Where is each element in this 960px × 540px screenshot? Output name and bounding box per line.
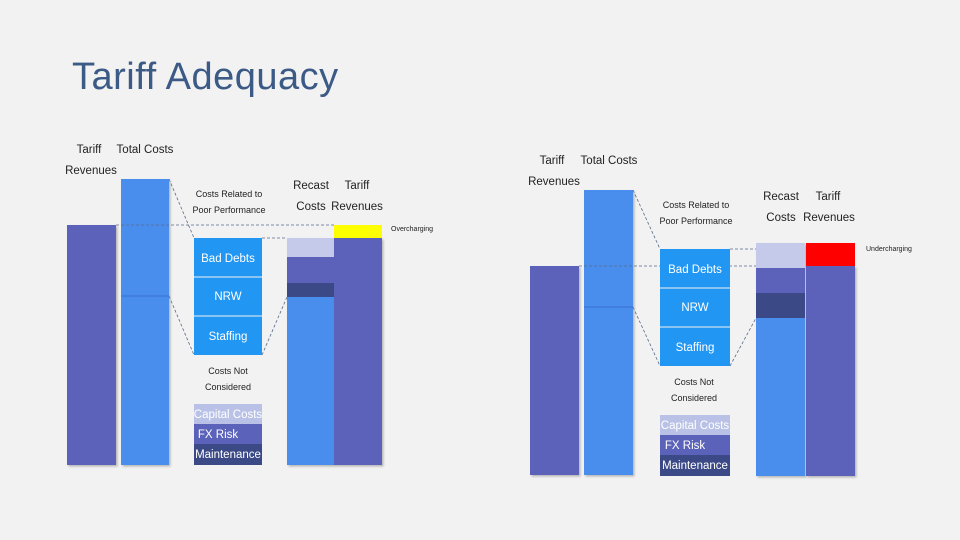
maintenance-box — [660, 455, 730, 476]
label-tariff-revenues: Tariff Revenues — [65, 144, 117, 177]
diagram-left: Tariff Revenues Total Costs Costs Related… — [65, 144, 433, 465]
fx-risk-label: FX Risk — [665, 440, 706, 452]
label-recast-costs: Recast Costs — [293, 180, 330, 213]
total-costs-bar — [121, 179, 169, 465]
capital-costs-label: Capital Costs — [194, 409, 263, 421]
label-tariff-revenues-2: Tariff Revenues — [331, 180, 383, 213]
costs-not-considered-label: Costs Not Considered — [205, 366, 251, 392]
poor-performance-box — [194, 238, 262, 355]
recast-costs-bar — [756, 243, 805, 476]
capital-costs-label: Capital Costs — [661, 420, 730, 432]
label-tariff-revenues-2: Tariff Revenues — [803, 191, 855, 224]
tariff-revenue-bar — [530, 266, 579, 475]
staffing-label: Staffing — [209, 331, 248, 343]
recast-costs-bar — [287, 238, 334, 465]
diagram-right: Tariff Revenues Total Costs Costs Related… — [528, 155, 912, 476]
poor-performance-box — [660, 249, 730, 366]
fx-risk-box — [660, 435, 730, 455]
connector-lines — [116, 178, 334, 356]
capital-costs-box — [660, 415, 730, 435]
maintenance-label: Maintenance — [662, 460, 728, 472]
nrw-label: NRW — [214, 291, 241, 303]
overcharging-label: Overcharging — [391, 226, 433, 233]
label-total-costs: Total Costs — [117, 144, 174, 156]
label-costs-related: Costs Related to Poor Performance — [659, 200, 732, 226]
tariff-revenue-bar — [67, 225, 116, 465]
fx-risk-box — [194, 424, 262, 444]
overcharging-segment — [334, 225, 382, 238]
maintenance-label: Maintenance — [195, 449, 261, 461]
capital-costs-box — [194, 404, 262, 424]
tariff-revenues-bar-2 — [806, 266, 855, 476]
costs-not-considered-label: Costs Not Considered — [671, 377, 717, 403]
undercharging-segment — [806, 243, 855, 266]
tariff-revenues-bar-2 — [334, 238, 382, 465]
label-total-costs: Total Costs — [581, 155, 638, 167]
label-costs-related: Costs Related to Poor Performance — [192, 189, 265, 215]
fx-risk-label: FX Risk — [198, 429, 239, 441]
total-costs-bar — [584, 190, 633, 475]
label-recast-costs: Recast Costs — [763, 191, 800, 224]
undercharging-label: Undercharging — [866, 246, 912, 253]
nrw-label: NRW — [681, 302, 708, 314]
bad-debts-label: Bad Debts — [668, 264, 722, 276]
staffing-label: Staffing — [676, 342, 715, 354]
slide-title: Tariff Adequacy — [72, 56, 339, 98]
label-tariff-revenues: Tariff Revenues — [528, 155, 580, 188]
maintenance-box — [194, 444, 262, 465]
bad-debts-label: Bad Debts — [201, 253, 255, 265]
